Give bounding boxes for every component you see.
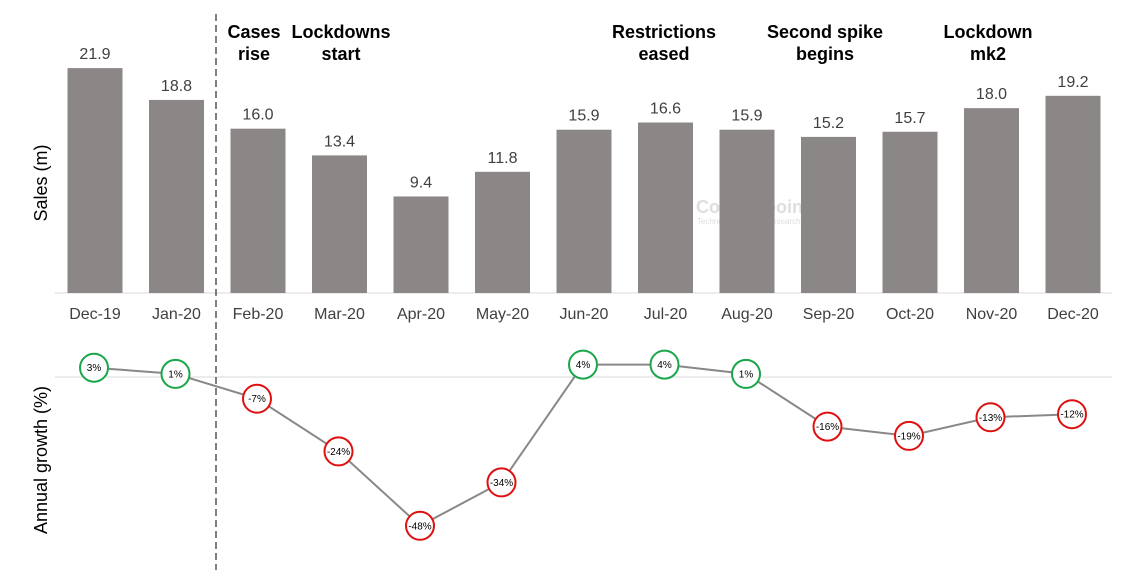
bar-apr-20 (393, 196, 449, 293)
bar-mar-20 (312, 155, 367, 293)
x-tick-nov-20: Nov-20 (966, 306, 1018, 323)
bar-dec-20 (1045, 95, 1101, 293)
bar-series (67, 68, 1101, 293)
x-tick-jan-20: Jan-20 (152, 306, 201, 323)
bar-value-labels: 21.9 18.8 16.0 13.4 9.4 11.8 15.9 16.6 15.9 15.2 1… (79, 46, 1088, 191)
annotation-sep-20-line-1: Second spike (767, 22, 883, 42)
bar-jul-20 (638, 122, 693, 293)
growth-point-nov-20 (975, 402, 1006, 433)
growth-label-jan-20: 1% (168, 369, 183, 380)
growth-point-sep-20 (812, 411, 843, 442)
annotation-feb-20-line-2: rise (238, 44, 270, 64)
x-tick-jul-20: Jul-20 (644, 306, 688, 323)
bar-value-label-nov-20: 18.0 (976, 86, 1007, 103)
growth-label-jun-20: 4% (576, 360, 591, 371)
bar-sep-20 (801, 136, 856, 293)
bar-value-label-oct-20: 15.7 (894, 110, 925, 127)
annotation-feb-20-line-1: Cases (227, 22, 280, 42)
growth-point-jan-20 (160, 358, 191, 389)
bar-value-label-sep-20: 15.2 (813, 115, 844, 132)
annotation-jul-20-line-2: eased (638, 44, 689, 64)
growth-point-mar-20 (323, 436, 354, 467)
bar-feb-20 (230, 128, 286, 293)
annotation-mar-20-line-1: Lockdowns (291, 22, 390, 42)
bar-value-label-aug-20: 15.9 (731, 108, 762, 125)
sales-axis-title: Sales (m) (31, 144, 51, 221)
bar-value-label-dec-20: 19.2 (1057, 74, 1088, 91)
x-tick-dec-20: Dec-20 (1047, 306, 1099, 323)
bar-value-label-may-20: 11.8 (488, 150, 518, 167)
growth-label-may-20: -34% (490, 478, 513, 489)
bar-may-20 (475, 171, 530, 293)
growth-point-jun-20 (568, 349, 598, 380)
growth-point-dec-20 (1057, 399, 1087, 430)
x-tick-apr-20: Apr-20 (397, 306, 445, 323)
bar-dec-19 (67, 68, 123, 293)
growth-label-sep-20: -16% (816, 422, 839, 433)
growth-label-nov-20: -13% (979, 413, 1002, 424)
growth-series: 3% 1% -7% -24% -48% -34% 4% 4% 1% -16% -19% -13% -12… (79, 349, 1087, 541)
growth-axis-title: Annual growth (%) (31, 386, 51, 534)
x-tick-may-20: May-20 (476, 306, 529, 323)
x-tick-oct-20: Oct-20 (886, 306, 934, 323)
bar-oct-20 (882, 131, 938, 293)
growth-point-feb-20 (242, 383, 272, 414)
growth-point-may-20 (486, 467, 517, 498)
growth-line (93, 363, 1073, 528)
growth-label-mar-20: -24% (327, 447, 350, 458)
bar-value-label-jun-20: 15.9 (568, 108, 599, 125)
bar-value-label-jul-20: 16.6 (650, 101, 681, 118)
growth-label-dec-19: 3% (87, 363, 102, 374)
bar-jun-20 (556, 129, 612, 293)
bar-nov-20 (964, 108, 1019, 293)
annotation-jul-20-line-1: Restrictions (612, 22, 716, 42)
growth-label-oct-20: -19% (897, 431, 920, 442)
x-tick-mar-20: Mar-20 (314, 306, 365, 323)
x-tick-jun-20: Jun-20 (560, 306, 609, 323)
x-tick-dec-19: Dec-19 (69, 306, 121, 323)
bar-value-label-feb-20: 16.0 (242, 107, 273, 124)
growth-point-aug-20 (731, 358, 761, 389)
x-tick-aug-20: Aug-20 (721, 306, 773, 323)
growth-point-apr-20 (405, 510, 435, 541)
annotation-sep-20-line-2: begins (796, 44, 854, 64)
growth-point-oct-20 (894, 420, 924, 451)
bar-value-label-mar-20: 13.4 (324, 133, 355, 150)
x-tick-sep-20: Sep-20 (803, 306, 855, 323)
growth-label-apr-20: -48% (408, 521, 431, 532)
annotation-mar-20-line-2: start (321, 44, 360, 64)
growth-label-jul-20: 4% (657, 360, 672, 371)
growth-label-dec-20: -12% (1060, 410, 1083, 421)
growth-label-aug-20: 1% (739, 369, 754, 380)
growth-point-jul-20 (649, 349, 680, 380)
bar-jan-20 (149, 99, 204, 293)
x-tick-feb-20: Feb-20 (233, 306, 284, 323)
x-tick-labels: Dec-19 Jan-20 Feb-20 Mar-20 Apr-20 May-20 Jun-… (69, 306, 1099, 323)
bar-value-label-dec-19: 21.9 (79, 46, 110, 63)
growth-label-feb-20: -7% (248, 394, 266, 405)
bar-value-label-jan-20: 18.8 (161, 78, 192, 95)
growth-point-dec-19 (79, 352, 109, 383)
bar-aug-20 (719, 129, 775, 293)
bar-value-label-apr-20: 9.4 (410, 174, 432, 191)
annotation-nov-20-line-1: Lockdown (944, 22, 1033, 42)
annotation-nov-20-line-2: mk2 (970, 44, 1006, 64)
